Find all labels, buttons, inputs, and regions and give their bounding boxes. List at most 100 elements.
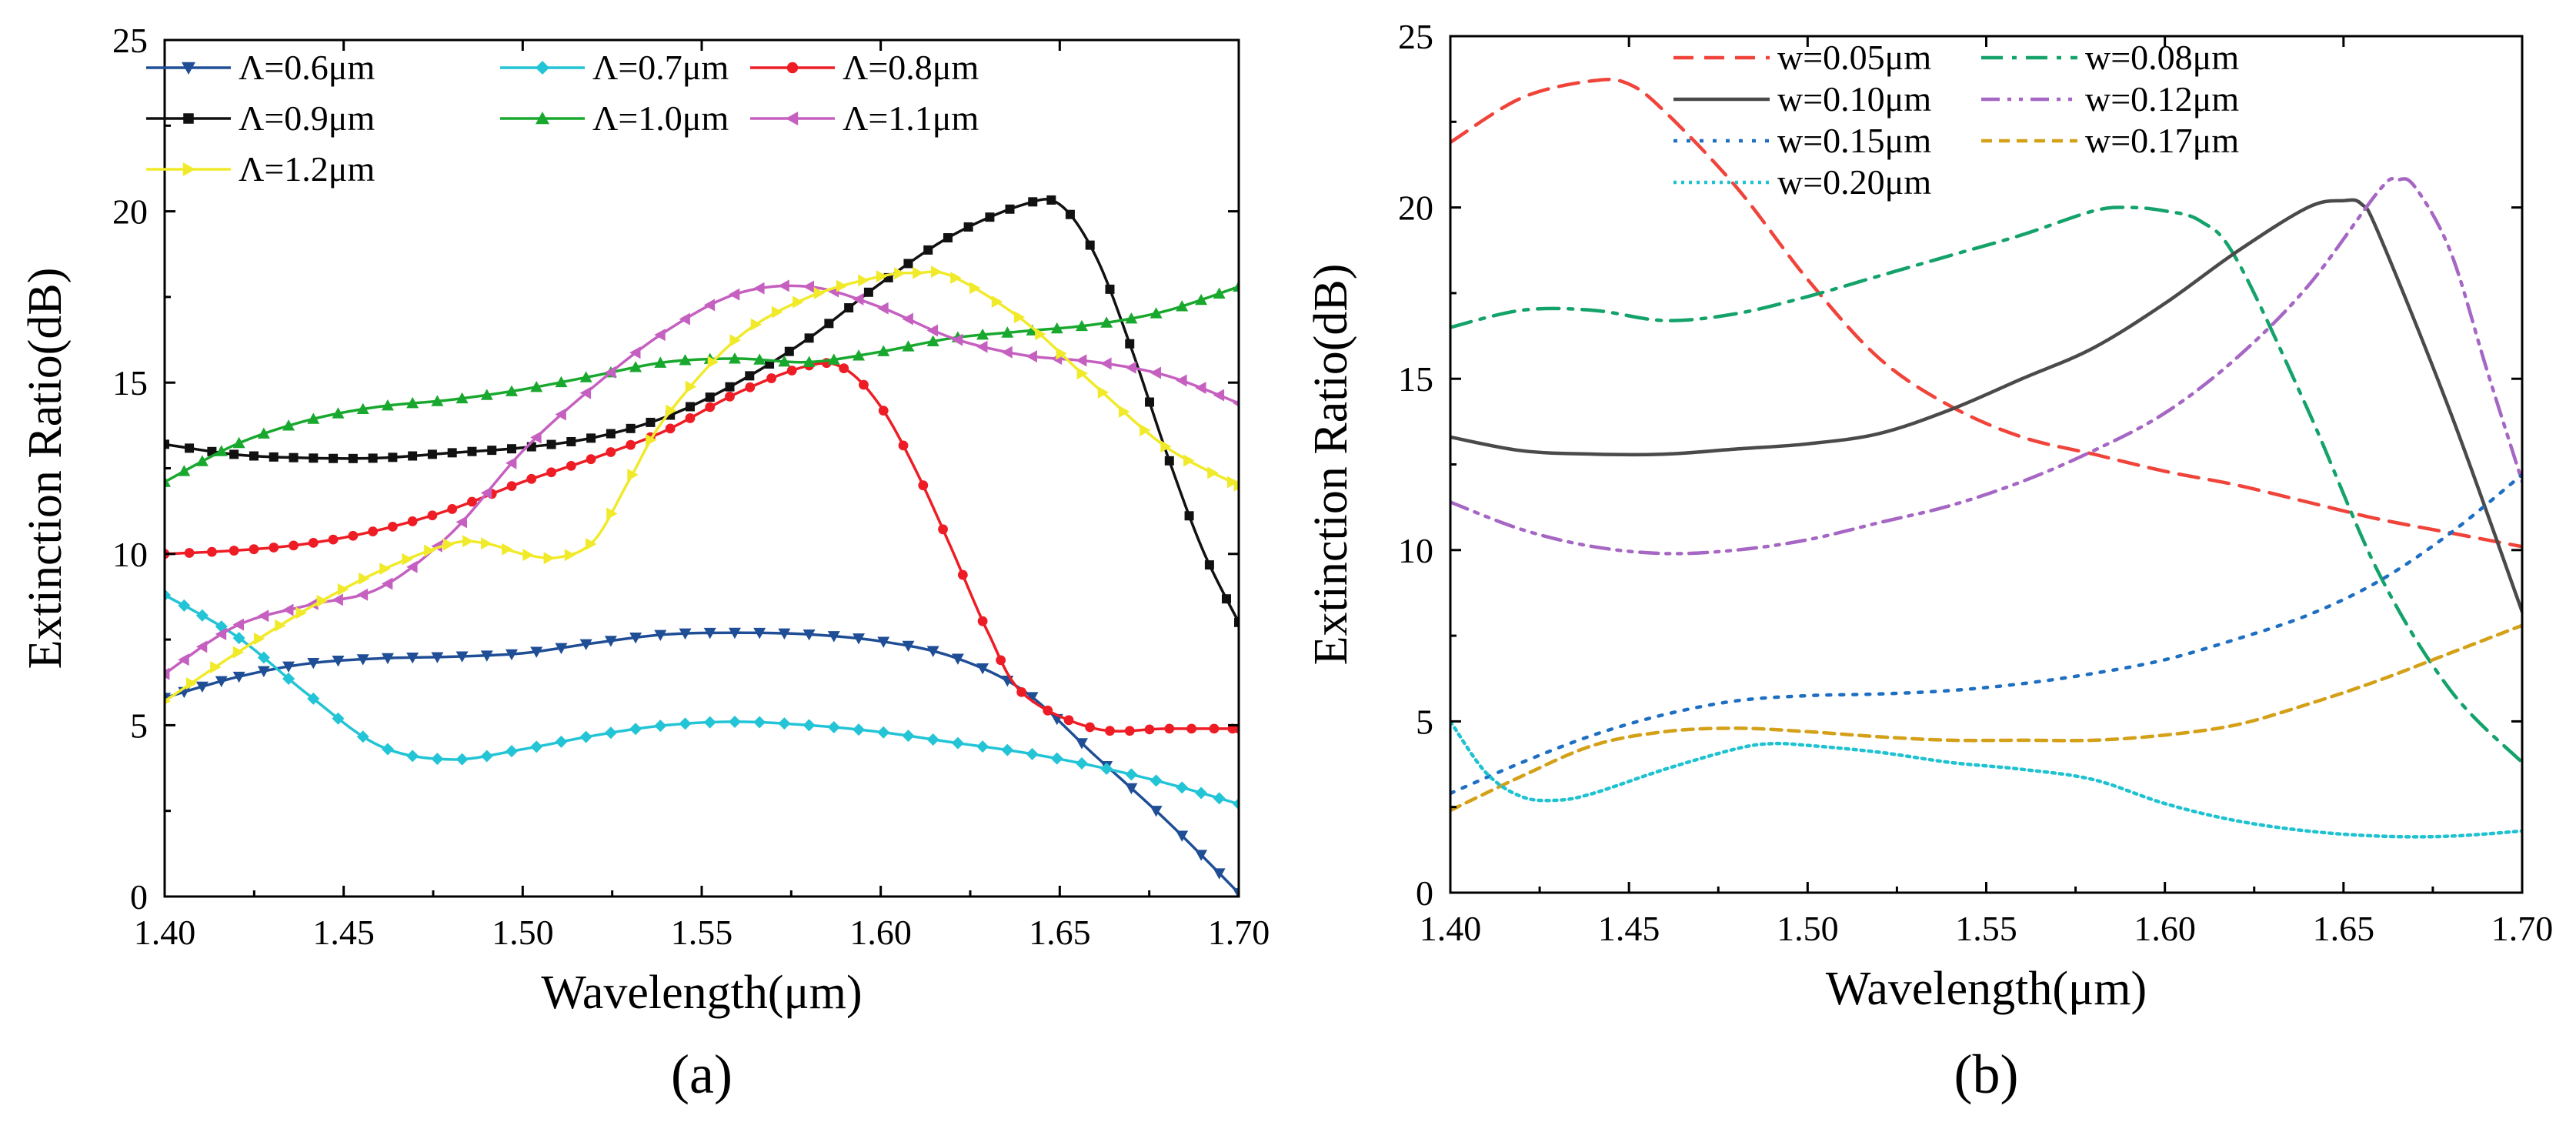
legend-marker-1	[536, 61, 549, 75]
series-point-6-15	[316, 594, 329, 607]
series-point-0-123	[1176, 830, 1189, 842]
series-point-2-119	[1124, 726, 1135, 736]
series-point-2-51	[665, 423, 676, 434]
series-point-2-13	[289, 540, 299, 551]
series-markers-1	[165, 589, 1239, 810]
series-point-6-100	[931, 265, 943, 279]
series-point-5-45	[530, 431, 542, 444]
chart-panel-b: 1.40 1.45 1.50 1.55 1.60 1.65 1.70 0 5 10 15 20 25 Wa…	[1305, 17, 2553, 1105]
series-point-3-81	[963, 222, 973, 232]
series-point-1-81	[827, 720, 840, 733]
series-point-4-9	[232, 436, 245, 449]
series-point-3-79	[943, 232, 953, 242]
series-point-1-78	[802, 719, 816, 732]
series-point-3-75	[903, 259, 913, 269]
series-point-0-30	[406, 652, 419, 664]
series-point-5-12	[257, 609, 269, 623]
series-point-3-63	[784, 346, 794, 356]
series-point-5-66	[703, 299, 716, 312]
series-point-6-121	[1140, 423, 1151, 436]
series-point-5-93	[926, 324, 939, 337]
series-point-2-96	[957, 569, 968, 580]
legend-label-1: Λ=0.7μm	[592, 48, 729, 87]
series-point-4-125	[1195, 293, 1208, 306]
legend-label-4: Λ=1.0μm	[592, 99, 729, 138]
series-markers-5	[165, 279, 1239, 680]
series-point-2-45	[606, 447, 616, 457]
series-line-3	[1450, 177, 2522, 556]
legend-label-4: w=0.15μm	[1777, 121, 1931, 160]
series-point-3-31	[467, 446, 477, 456]
series-point-4-30	[406, 396, 419, 409]
series-point-3-67	[824, 319, 834, 329]
series-point-6-89	[876, 270, 888, 283]
series-point-1-96	[951, 736, 964, 750]
series-point-5-102	[1001, 346, 1013, 359]
series-point-2-25	[407, 516, 418, 526]
series-point-1-114	[1100, 762, 1113, 775]
series-point-2-127	[1209, 723, 1220, 734]
series-point-0-21	[332, 656, 345, 667]
series-point-3-100	[1085, 240, 1095, 250]
series-point-4-39	[480, 389, 493, 400]
series-point-3-3	[185, 443, 195, 453]
x-tick-label-3: 1.55	[671, 913, 733, 952]
series-point-1-39	[480, 750, 493, 763]
x-tick-label-6: 1.70	[2491, 909, 2554, 948]
series-point-0-7	[215, 676, 228, 688]
series-point-5-69	[728, 288, 740, 301]
x-tick-label-5: 1.65	[1029, 913, 1091, 952]
series-point-6-107	[991, 295, 1003, 308]
series-point-6-85	[836, 279, 848, 292]
series-point-3-124	[1204, 560, 1214, 570]
series-point-6-92	[894, 267, 906, 280]
series-point-5-48	[555, 408, 566, 421]
series-point-4-120	[1150, 307, 1163, 319]
series-point-5-18	[307, 597, 319, 610]
series-line-1	[1450, 205, 2522, 765]
series-point-6-111	[1035, 328, 1046, 341]
series-line-4	[1450, 473, 2522, 796]
series-point-2-17	[328, 534, 339, 545]
series-point-1-84	[853, 723, 866, 736]
y-tick-label-1: 5	[130, 706, 148, 745]
series-point-5-120	[1150, 366, 1162, 379]
series-point-0-130	[1233, 888, 1239, 897]
series-point-5-30	[406, 560, 418, 573]
series-point-5-90	[902, 312, 913, 326]
series-point-4-51	[579, 371, 592, 382]
series-point-2-23	[387, 521, 398, 532]
series-point-2-7	[229, 546, 239, 556]
series-line-5	[165, 284, 1239, 676]
chart-panel-a: 1.40 1.45 1.50 1.55 1.60 1.65 1.70 0 5 10 15 20 25 Wa…	[19, 21, 1270, 1105]
series-point-4-87	[877, 345, 890, 356]
series-point-6-73	[707, 356, 719, 369]
series-point-6-66	[646, 433, 657, 446]
x-tick-label-4: 1.60	[2134, 909, 2196, 948]
series-markers-4	[165, 280, 1239, 487]
series-point-6-79	[771, 306, 783, 319]
legend-label-3: Λ=0.9μm	[239, 99, 375, 138]
series-point-3-127	[1221, 594, 1231, 604]
series-point-4-48	[555, 376, 568, 388]
series-point-6-127	[1207, 466, 1219, 479]
series-point-1-36	[455, 753, 469, 766]
series-point-1-30	[406, 750, 419, 763]
series-point-4-111	[1075, 319, 1088, 332]
series-point-2-63	[786, 366, 797, 376]
legend-marker-4	[536, 112, 549, 125]
x-axis-title: Wavelength(μm)	[1826, 963, 2147, 1015]
series-point-1-9	[232, 632, 245, 645]
series-point-3-39	[546, 439, 556, 449]
series-line-1	[165, 593, 1239, 806]
legend-label-0: Λ=0.6μm	[239, 48, 375, 87]
series-point-5-51	[579, 386, 592, 399]
series-point-3-96	[1065, 209, 1075, 219]
series-point-3-27	[427, 449, 437, 459]
series-point-1-48	[555, 735, 568, 748]
series-point-3-57	[725, 382, 735, 392]
series-point-6-19	[359, 572, 370, 585]
series-point-4-15	[282, 419, 295, 431]
series-point-3-35	[507, 444, 517, 454]
series-point-3-45	[606, 429, 616, 439]
